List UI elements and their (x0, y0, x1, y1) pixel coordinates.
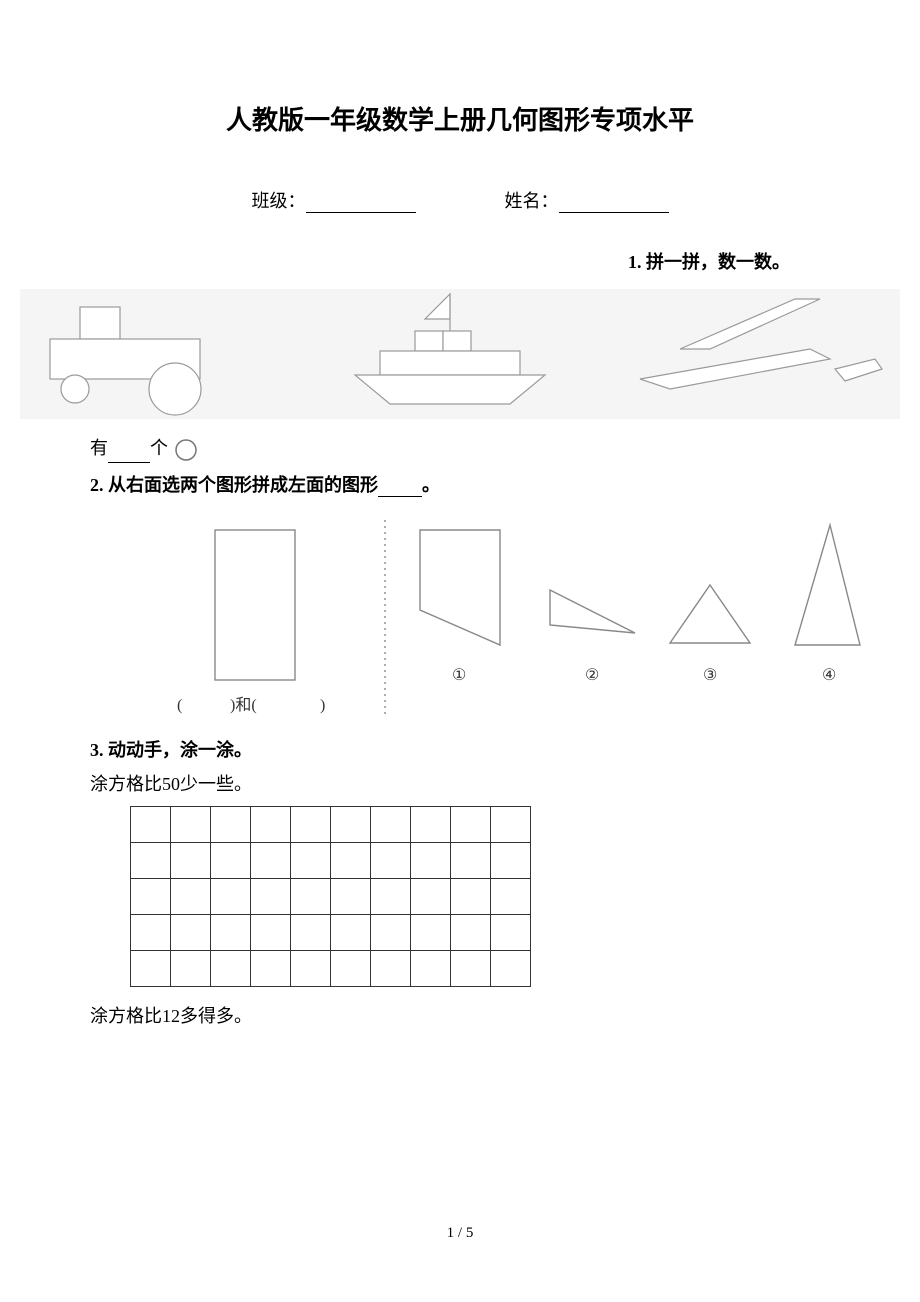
grid-cell[interactable] (251, 914, 291, 950)
name-blank[interactable] (559, 212, 669, 213)
grid-cell[interactable] (131, 950, 171, 986)
grid-cell[interactable] (291, 806, 331, 842)
grid-cell[interactable] (491, 950, 531, 986)
grid-cell[interactable] (251, 806, 291, 842)
grid-cell[interactable] (411, 914, 451, 950)
grid-cell[interactable] (491, 842, 531, 878)
grid-cell[interactable] (451, 914, 491, 950)
q1-answer-line: 有个 (90, 434, 830, 463)
q3-grid (130, 806, 531, 987)
grid-cell[interactable] (411, 842, 451, 878)
q2-label-4: ④ (822, 667, 836, 684)
grid-cell[interactable] (211, 842, 251, 878)
grid-cell[interactable] (251, 842, 291, 878)
class-blank[interactable] (306, 212, 416, 213)
grid-cell[interactable] (131, 878, 171, 914)
grid-cell[interactable] (291, 914, 331, 950)
q2-label-2: ② (585, 667, 599, 684)
grid-cell[interactable] (491, 878, 531, 914)
q2-left-paren-a: ( (177, 697, 182, 714)
grid-cell[interactable] (411, 806, 451, 842)
class-label: 班级： (252, 191, 306, 211)
grid-cell[interactable] (291, 842, 331, 878)
grid-cell[interactable] (371, 950, 411, 986)
grid-cell[interactable] (371, 914, 411, 950)
grid-cell[interactable] (291, 878, 331, 914)
grid-cell[interactable] (411, 950, 451, 986)
grid-cell[interactable] (371, 806, 411, 842)
meta-line: 班级： 姓名： (90, 187, 830, 213)
q2-opt-1 (420, 530, 500, 645)
grid-cell[interactable] (171, 842, 211, 878)
q1-suffix: 个 (150, 438, 168, 458)
grid-cell[interactable] (331, 842, 371, 878)
grid-cell[interactable] (171, 914, 211, 950)
grid-cell[interactable] (451, 806, 491, 842)
grid-cell[interactable] (331, 878, 371, 914)
q2-opt-3 (670, 585, 750, 643)
grid-cell[interactable] (371, 842, 411, 878)
grid-cell[interactable] (131, 914, 171, 950)
grid-cell[interactable] (211, 914, 251, 950)
page-title: 人教版一年级数学上册几何图形专项水平 (90, 100, 830, 137)
grid-cell[interactable] (131, 806, 171, 842)
q2-text-a: 2. 从右面选两个图形拼成左面的图形 (90, 475, 378, 495)
q2-line: 2. 从右面选两个图形拼成左面的图形 。 (90, 471, 830, 497)
q3-heading: 3. 动动手，涂一涂。 (90, 736, 830, 762)
page-number: 1 / 5 (0, 1225, 920, 1242)
grid-cell[interactable] (491, 914, 531, 950)
grid-cell[interactable] (331, 950, 371, 986)
q2-blank[interactable] (378, 496, 422, 497)
grid-cell[interactable] (491, 806, 531, 842)
q3-line1: 涂方格比50少一些。 (90, 770, 830, 796)
grid-cell[interactable] (331, 806, 371, 842)
grid-cell[interactable] (451, 950, 491, 986)
q2-opt-2 (550, 590, 635, 633)
grid-cell[interactable] (211, 878, 251, 914)
q2-target-rect (215, 530, 295, 680)
q2-left-paren-b: ) (320, 697, 325, 714)
grid-cell[interactable] (171, 950, 211, 986)
grid-cell[interactable] (211, 806, 251, 842)
q1-figure-strip (20, 289, 900, 419)
q1-blank[interactable] (108, 462, 150, 463)
q1-prefix: 有 (90, 438, 108, 458)
q3-grid-wrap (130, 806, 830, 987)
grid-cell[interactable] (451, 842, 491, 878)
grid-cell[interactable] (171, 806, 211, 842)
q1-instruction: 1. 拼一拼，数一数。 (90, 248, 830, 274)
grid-cell[interactable] (131, 842, 171, 878)
grid-cell[interactable] (251, 878, 291, 914)
circle-icon (173, 437, 199, 463)
grid-cell[interactable] (451, 878, 491, 914)
q2-opt-4 (795, 525, 860, 645)
q2-figure: ( )和( ) ① ② ③ ④ (130, 515, 880, 725)
q2-left-mid: )和( (230, 696, 257, 714)
grid-cell[interactable] (411, 878, 451, 914)
grid-cell[interactable] (291, 950, 331, 986)
grid-cell[interactable] (251, 950, 291, 986)
grid-cell[interactable] (171, 878, 211, 914)
q2-label-3: ③ (703, 667, 717, 684)
grid-cell[interactable] (331, 914, 371, 950)
grid-cell[interactable] (371, 878, 411, 914)
q2-label-1: ① (452, 667, 466, 684)
grid-cell[interactable] (211, 950, 251, 986)
q2-text-b: 。 (422, 475, 440, 495)
q3-line2: 涂方格比12多得多。 (90, 1002, 830, 1028)
name-label: 姓名： (505, 191, 559, 211)
